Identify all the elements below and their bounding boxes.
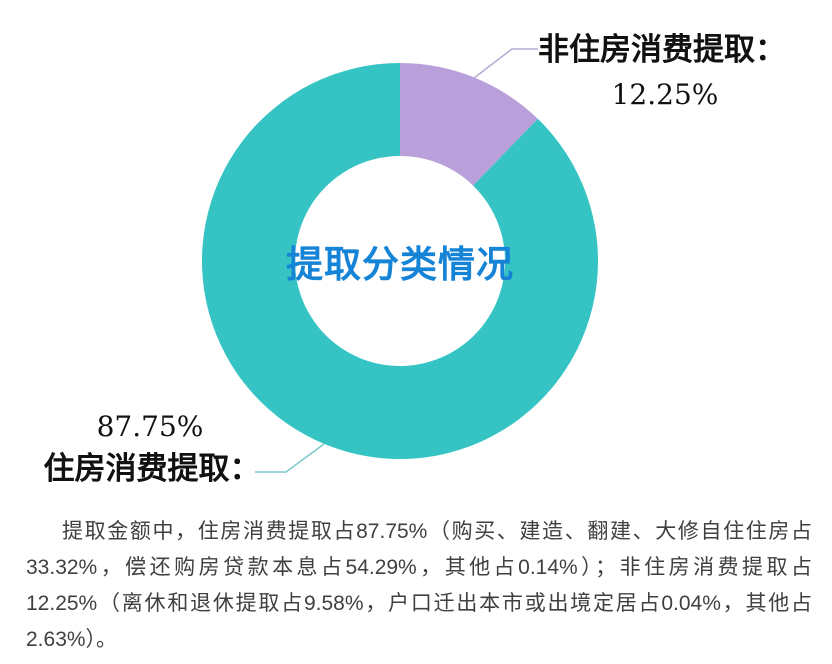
paragraph-line-2: 33.32%，偿还购房贷款本息占54.29%，其他占0.14%）；非住房消费提取… — [26, 556, 812, 579]
leader-line-housing — [255, 443, 325, 473]
callout-nonhousing-label: 非住房消费提取： — [538, 32, 786, 68]
donut-segment-housing — [202, 62, 599, 459]
donut-chart — [202, 48, 599, 473]
callout-housing-value: 87.75% — [96, 410, 204, 443]
leader-line-nonhousing — [473, 48, 538, 79]
donut-segment-nonhousing — [400, 63, 538, 186]
paragraph-line-1: 提取金额中，住房消费提取占87.75%（购买、建造、翻建、大修自住住房占 — [62, 520, 812, 543]
callout-nonhousing-value: 12.25% — [611, 78, 719, 111]
callout-housing-label: 住房消费提取： — [43, 451, 261, 487]
description-paragraph: 提取金额中，住房消费提取占87.75%（购买、建造、翻建、大修自住住房占 33.… — [26, 514, 812, 658]
paragraph-line-3: 12.25%（离休和退休提取占9.58%，户口迁出本市或出境定居占0.04%，其… — [26, 592, 812, 615]
donut-center-title: 提取分类情况 — [286, 244, 514, 285]
donut-segments — [202, 62, 599, 459]
paragraph-line-4: 2.63%）。 — [26, 628, 118, 651]
